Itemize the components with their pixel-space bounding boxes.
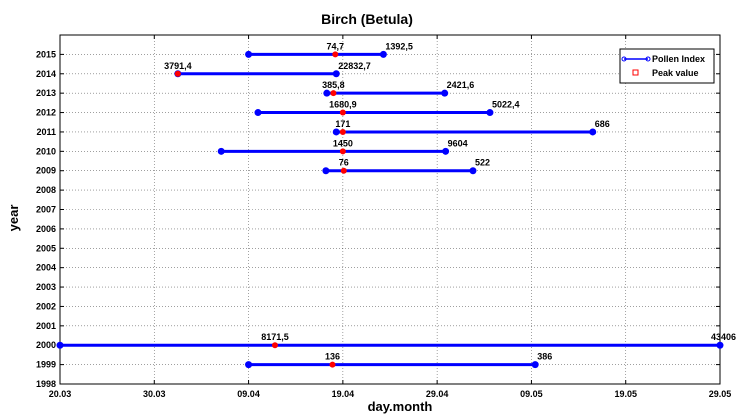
peak-point-1999 (329, 361, 336, 368)
legend-marker-pollen-end (645, 56, 651, 62)
peak-value-label-2010: 1450 (333, 138, 353, 148)
x-axis-label: day.month (368, 399, 433, 414)
y-tick-label: 2003 (36, 282, 56, 292)
y-tick-label: 2013 (36, 88, 56, 98)
x-tick-label: 19.05 (614, 389, 637, 399)
y-tick-label: 2006 (36, 224, 56, 234)
season-start-point-2015 (245, 50, 253, 58)
y-tick-label: 1998 (36, 379, 56, 389)
season-end-point-2014 (332, 70, 340, 78)
season-start-point-2009 (322, 167, 330, 175)
grid (60, 35, 720, 384)
peak-value-label-2000: 8171,5 (261, 332, 289, 342)
pollen-index-label-2014: 22832,7 (338, 61, 371, 71)
x-tick-label: 30.03 (143, 389, 166, 399)
y-tick-label: 2011 (36, 127, 56, 137)
x-tick-label: 19.04 (332, 389, 355, 399)
peak-point-2014 (174, 70, 181, 77)
axis-ticks: 20.03 30.03 09.04 19.04 29.04 09.05 19.05 29.05… (36, 35, 731, 399)
pollen-index-label-2015: 1392,5 (385, 41, 413, 51)
peak-value-label-2012: 1680,9 (329, 100, 357, 110)
peak-point-2013 (330, 90, 337, 97)
season-start-point-2010 (217, 147, 225, 155)
y-tick-label: 2012 (36, 108, 56, 118)
x-tick-label: 29.05 (709, 389, 732, 399)
pollen-index-label-2010: 9604 (448, 138, 468, 148)
season-end-point-2009 (469, 167, 477, 175)
y-axis-label: year (6, 205, 21, 232)
y-tick-label: 2015 (36, 49, 56, 59)
season-start-point-2011 (332, 128, 340, 136)
pollen-index-label-2011: 686 (595, 119, 610, 129)
peak-point-2010 (339, 148, 346, 155)
peak-point-2015 (332, 51, 339, 58)
season-end-point-2012 (486, 109, 494, 117)
legend-label-peak: Peak value (652, 68, 699, 78)
series: 74,7 1392,5 3791,4 22832,7 385,8 2421,6 1680,9… (56, 41, 736, 369)
y-tick-label: 2002 (36, 301, 56, 311)
y-tick-label: 2004 (36, 263, 56, 273)
season-end-point-2010 (442, 147, 450, 155)
peak-value-label-2015: 74,7 (327, 41, 345, 51)
season-end-point-2013 (441, 89, 449, 97)
y-tick-label: 2009 (36, 166, 56, 176)
season-start-point-2000 (56, 341, 64, 349)
peak-value-label-2011: 171 (335, 119, 350, 129)
season-start-point-2013 (323, 89, 331, 97)
peak-point-2012 (339, 109, 346, 116)
pollen-index-label-2012: 5022,4 (492, 100, 520, 110)
y-tick-label: 2000 (36, 340, 56, 350)
chart-title: Birch (Betula) (321, 11, 413, 27)
legend-label-pollen: Pollen Index (652, 54, 705, 64)
season-end-point-2011 (589, 128, 597, 136)
peak-value-label-2014: 3791,4 (164, 61, 192, 71)
y-tick-label: 2001 (36, 321, 56, 331)
y-tick-label: 1999 (36, 360, 56, 370)
season-start-point-1999 (245, 361, 253, 369)
y-tick-label: 2014 (36, 69, 56, 79)
peak-value-label-1999: 136 (325, 352, 340, 362)
peak-value-label-2009: 76 (339, 158, 349, 168)
peak-point-2000 (271, 342, 278, 349)
pollen-index-label-1999: 386 (537, 352, 552, 362)
season-end-point-1999 (531, 361, 539, 369)
legend-box (619, 48, 715, 84)
pollen-index-label-2000: 43406 (711, 332, 736, 342)
peak-point-2009 (340, 167, 347, 174)
legend-marker-peak (632, 69, 639, 76)
x-tick-label: 09.05 (520, 389, 543, 399)
peak-value-label-2013: 385,8 (322, 80, 345, 90)
x-tick-label: 20.03 (49, 389, 72, 399)
legend: Pollen Index Peak value (619, 48, 715, 84)
x-tick-label: 29.04 (426, 389, 449, 399)
y-tick-label: 2007 (36, 205, 56, 215)
season-end-point-2015 (379, 50, 387, 58)
x-tick-label: 09.04 (237, 389, 260, 399)
season-end-point-2000 (716, 341, 724, 349)
y-tick-label: 2005 (36, 243, 56, 253)
pollen-index-label-2009: 522 (475, 158, 490, 168)
peak-point-2011 (339, 128, 346, 135)
legend-marker-pollen (621, 56, 627, 62)
y-tick-label: 2008 (36, 185, 56, 195)
pollen-index-label-2013: 2421,6 (447, 80, 475, 90)
y-tick-label: 2010 (36, 146, 56, 156)
season-start-point-2012 (254, 109, 262, 117)
